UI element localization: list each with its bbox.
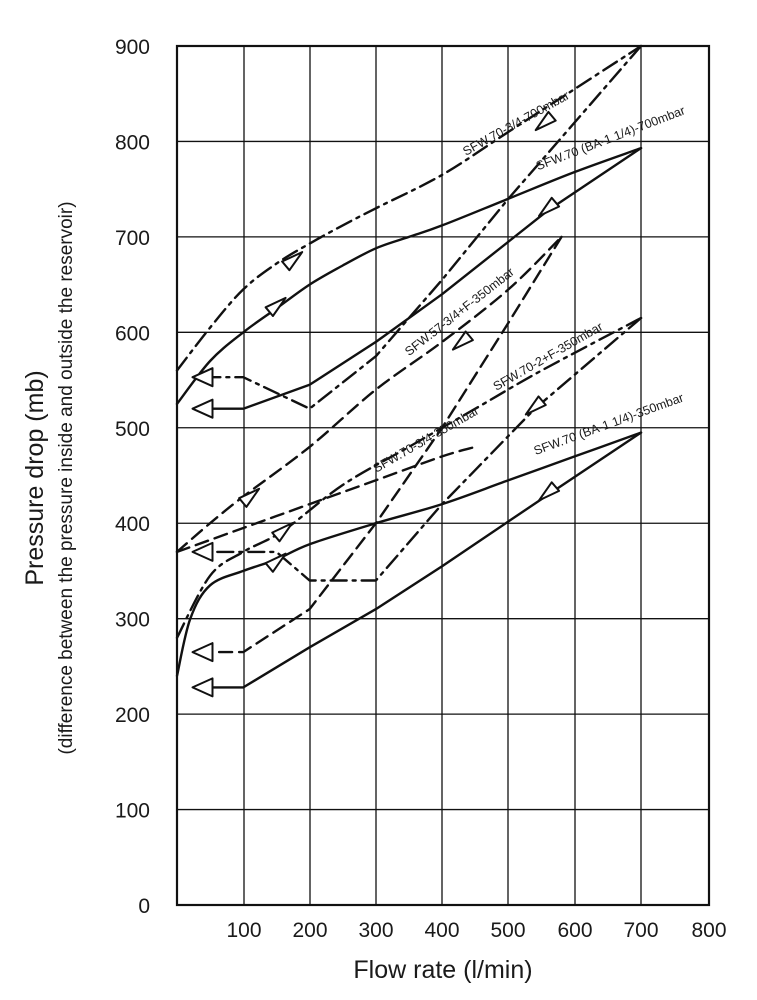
series-0-falling-curve — [208, 44, 643, 410]
flow-arrow-up-5-0 — [264, 552, 287, 573]
flow-arrow-down-2-1 — [451, 330, 474, 351]
flow-arrow-left-5-2 — [191, 677, 214, 698]
x-tick-label: 800 — [691, 919, 726, 942]
y-tick-label: 700 — [115, 227, 150, 250]
x-tick-label: 500 — [490, 919, 525, 942]
plot-frame — [175, 44, 711, 907]
y-tick-label: 0 — [138, 895, 150, 918]
series-0-rising-curve — [175, 44, 643, 372]
series-3-falling-curve — [208, 316, 643, 582]
series-1-rising-curve — [175, 146, 643, 406]
series-label-0: SFW.70-3/4-700mbar — [460, 88, 571, 158]
x-tick-label: 300 — [358, 919, 393, 942]
tick-layer: 0 100 200 300 400 500 600 700 800 900 100 200 300 400… — [115, 36, 727, 942]
y-tick-label: 100 — [115, 800, 150, 823]
y-tick-label: 400 — [115, 513, 150, 536]
y-tick-label: 300 — [115, 609, 150, 632]
series-4-rising-curve — [175, 445, 477, 554]
flow-arrow-up-2-0 — [238, 487, 261, 508]
x-axis-title: Flow rate (l/min) — [353, 956, 532, 984]
y-tick-label: 900 — [115, 36, 150, 59]
flow-arrow-up-0-0 — [281, 251, 304, 272]
y-axis-subtitle: (difference between the pressure inside … — [56, 201, 77, 754]
flow-arrow-down-1-1 — [538, 196, 561, 217]
grid-layer — [175, 44, 711, 907]
flow-arrow-up-1-0 — [264, 296, 287, 317]
series-3-rising-curve — [175, 316, 643, 639]
y-axis-title: Pressure drop (mb) — [21, 370, 49, 585]
flow-arrow-left-0-2 — [191, 367, 214, 388]
arrow-layer — [191, 110, 561, 698]
series-2-falling-curve — [208, 235, 563, 654]
series-label-1: SFW.70 (BA-1 1/4)-700mbar — [534, 103, 687, 173]
x-tick-label: 200 — [292, 919, 327, 942]
curve-layer — [175, 44, 643, 689]
flow-arrow-down-3-1 — [524, 395, 547, 416]
y-tick-label: 500 — [115, 418, 150, 441]
series-label-5: SFW.70 (BA-1 1/4)-350mbar — [532, 391, 686, 458]
flow-arrow-left-3-2 — [191, 541, 214, 562]
flow-arrow-down-0-1 — [534, 110, 557, 132]
flow-arrow-left-2-2 — [191, 642, 214, 663]
y-tick-label: 600 — [115, 322, 150, 345]
y-tick-label: 800 — [115, 131, 150, 154]
series-5-rising-curve — [175, 431, 643, 678]
x-tick-label: 400 — [424, 919, 459, 942]
flow-arrow-down-5-1 — [538, 481, 561, 502]
x-tick-label: 100 — [226, 919, 261, 942]
series-2-rising-curve — [175, 235, 563, 554]
x-tick-label: 700 — [623, 919, 658, 942]
series-label-4: SFW.70-3/4-350mbar — [371, 404, 481, 476]
flow-arrow-up-3-0 — [271, 522, 294, 543]
y-tick-label: 200 — [115, 704, 150, 727]
series-1-falling-curve — [208, 146, 643, 410]
flow-arrow-left-1-2 — [191, 398, 214, 419]
x-tick-label: 600 — [557, 919, 592, 942]
